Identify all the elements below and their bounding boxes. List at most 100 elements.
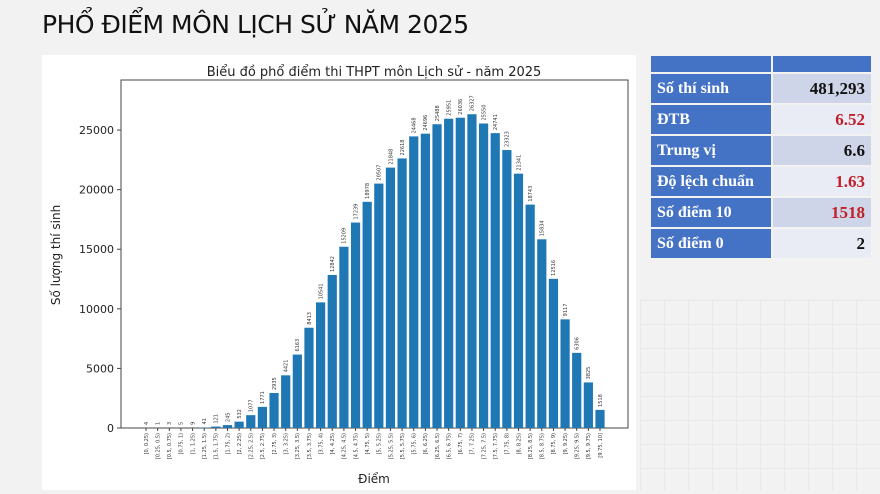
y-tick-label: 25000 [79,124,114,137]
bar-value-label: 18743 [528,186,534,202]
x-tick-label: [8.75, 9) [551,433,557,454]
bar [281,375,290,428]
x-tick-label: [8.5, 8.75) [540,433,546,459]
bar [304,328,313,428]
bar-value-label: 3825 [586,367,592,380]
bar-value-label: 12842 [330,256,336,272]
x-tick-label: [9.75, 10] [598,433,604,458]
stat-value: 6.52 [773,105,871,134]
stats-header-row [651,56,871,72]
bar-value-label: 41 [202,418,208,424]
x-tick-label: [5.5, 5.75) [400,433,406,459]
x-tick-label: [6.5, 6.75) [446,433,452,459]
bar [537,239,546,428]
x-tick-label: [4.75, 5) [365,433,371,454]
stat-label: Số điểm 10 [651,198,771,227]
x-tick-label: [7.5, 7.75) [493,433,499,459]
bar [584,382,593,428]
bar-value-label: 8413 [307,312,313,325]
bar-value-label: 9 [190,422,196,425]
stat-label: Trung vị [651,136,771,165]
bar-value-label: 3 [167,422,173,425]
bar-value-label: 121 [214,414,220,424]
x-tick-label: [5, 5.25) [377,433,383,454]
y-tick-label: 10000 [79,303,114,316]
y-tick-label: 5000 [86,362,114,375]
x-axis-label: Điểm [358,472,390,486]
x-tick-label: [7, 7.25) [470,433,476,454]
bar [211,427,220,428]
stat-value: 1.63 [773,167,871,196]
stat-label: ĐTB [651,105,771,134]
bar-value-label: 4421 [283,360,289,373]
y-tick-label: 15000 [79,243,114,256]
bar [374,184,383,428]
bar-value-label: 25550 [481,105,487,121]
bar [293,355,302,428]
bar [386,168,395,428]
bar-value-label: 5 [179,422,185,425]
bar-value-label: 15834 [540,220,546,236]
x-tick-label: [0, 0.25) [144,433,150,454]
x-tick-label: [6, 6.25) [423,433,429,454]
bar-value-label: 26036 [458,99,464,115]
stat-value: 6.6 [773,136,871,165]
bar [339,247,348,428]
bar [456,118,465,428]
bar-value-label: 17239 [353,204,359,220]
y-tick-label: 0 [107,422,114,435]
bar [363,202,372,428]
x-tick-label: [1.75, 2) [225,433,231,454]
bar-value-label: 9117 [563,304,569,317]
bar [258,407,267,428]
stat-label: Số điểm 0 [651,229,771,258]
bar [572,353,581,428]
bar [514,174,523,428]
bar-value-label: 245 [225,413,231,423]
slide-title: PHỔ ĐIỂM MÔN LỊCH SỬ NĂM 2025 [42,10,469,39]
x-tick-label: [4.5, 4.75) [353,433,359,459]
bar [444,119,453,428]
bar [479,124,488,429]
x-tick-label: [5.25, 5.5) [388,433,394,459]
bar-value-label: 6306 [575,337,581,350]
x-tick-label: [2.75, 3) [272,433,278,454]
bar-value-label: 2935 [272,377,278,390]
x-tick-label: [0.75, 1) [179,433,185,454]
x-tick-label: [8.25, 8.5) [528,433,534,459]
x-tick-label: [0.25, 0.5) [155,433,161,459]
y-tick-label: 20000 [79,184,114,197]
x-tick-label: [6.75, 7) [458,433,464,454]
bar-value-label: 18978 [365,183,371,199]
x-tick-label: [4.25, 4.5) [342,433,348,459]
histogram-chart: Biểu đồ phổ điểm thi THPT môn Lịch sử - … [42,55,636,490]
bar [491,133,500,428]
bar [526,205,535,428]
stat-value: 2 [773,229,871,258]
x-tick-label: [4, 4.25) [330,433,336,454]
bar-value-label: 21848 [388,149,394,165]
bar-value-label: 1771 [260,391,266,404]
x-tick-label: [7.25, 7.5) [481,433,487,459]
bar [595,410,604,428]
bar-value-label: 25488 [435,105,441,121]
stat-label: Số thí sinh [651,74,771,103]
x-tick-label: [5.75, 6) [412,433,418,454]
bar-value-label: 21341 [516,155,522,171]
x-tick-label: [9, 9.25) [563,433,569,454]
bar-value-label: 10541 [318,283,324,299]
bar [502,150,511,428]
bar [328,275,337,428]
bar-value-label: 24468 [412,117,418,133]
x-tick-label: [7.75, 8) [505,433,511,454]
x-tick-label: [3.75, 4) [318,433,324,454]
x-tick-label: [1, 1.25) [190,433,196,454]
bar-value-label: 26327 [470,95,476,111]
bar-value-label: 22618 [400,140,406,156]
